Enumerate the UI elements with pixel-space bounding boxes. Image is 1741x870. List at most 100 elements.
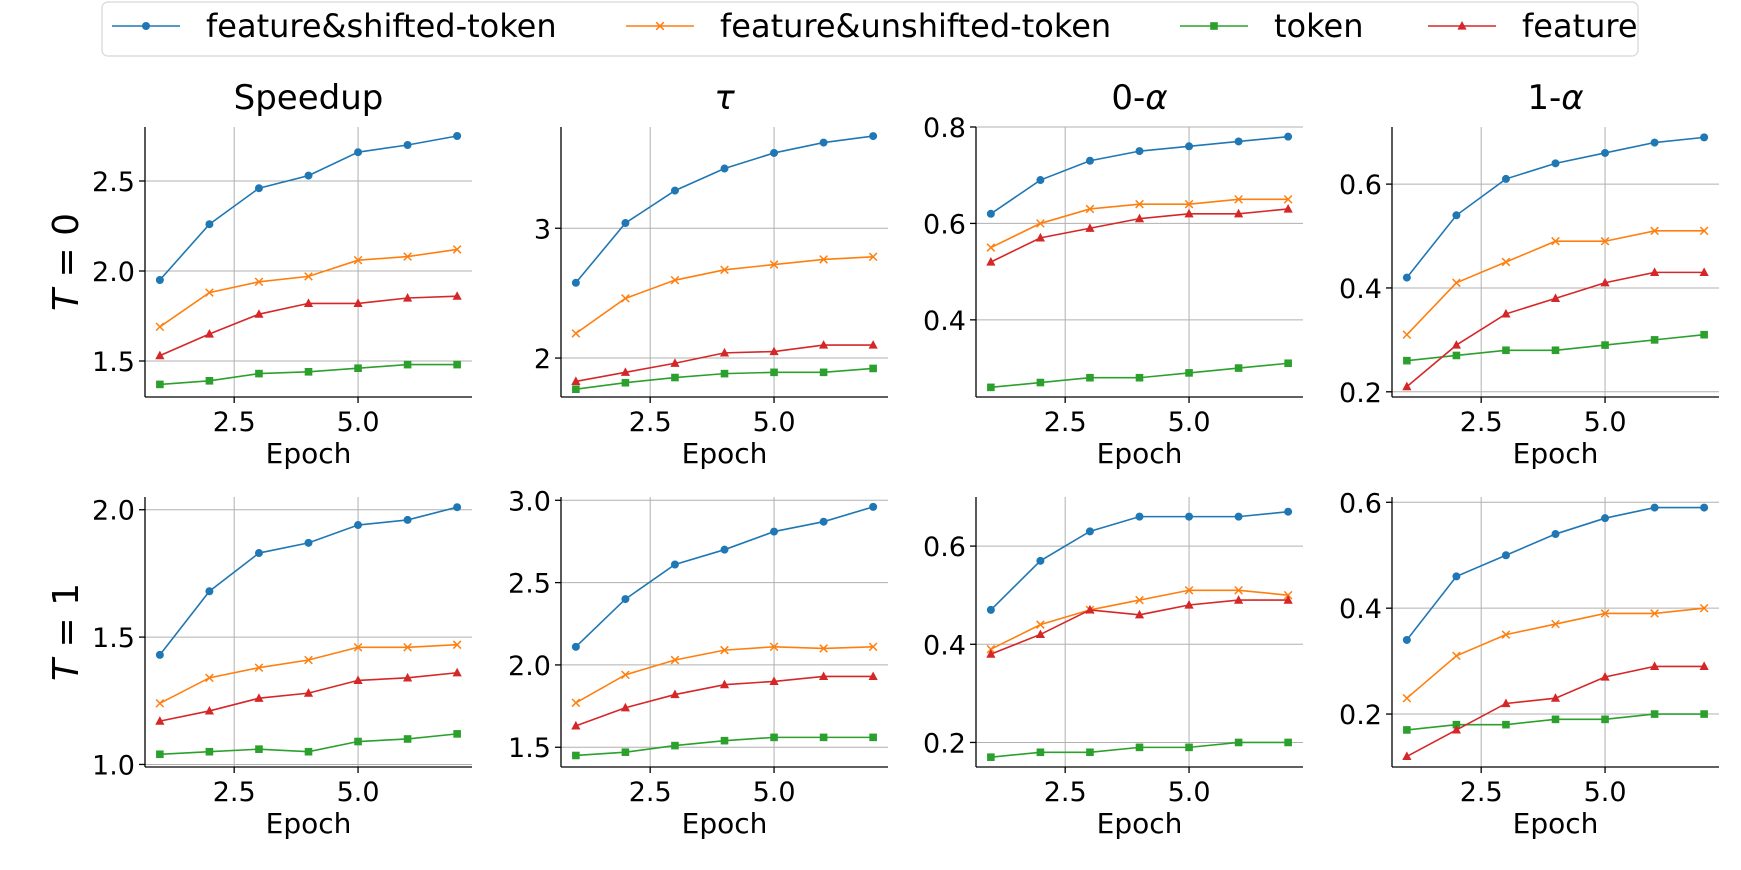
data-point: [1550, 693, 1561, 702]
data-point: [1700, 503, 1709, 512]
data-point: [819, 517, 828, 526]
data-point: [1185, 142, 1194, 151]
data-point: [453, 503, 462, 512]
marker-stroke: [868, 252, 878, 262]
gridlines: [145, 497, 472, 767]
y-tick-label: 0.2: [923, 728, 966, 759]
data-point: [303, 298, 314, 307]
data-point: [1452, 278, 1461, 288]
series-3: [571, 671, 878, 730]
x-axis-title: Epoch: [682, 807, 768, 840]
data-point: [720, 736, 729, 745]
data-point: [1501, 257, 1511, 267]
x-tick-label: 5.0: [337, 777, 380, 808]
data-point: [354, 737, 362, 746]
data-point: [1135, 373, 1144, 382]
series-line: [1406, 665, 1705, 758]
panel-r0-c0: 2.5 5.0 1.5 2.0 2.5 Epoch: [92, 127, 472, 470]
row-label-var: T: [46, 286, 87, 311]
data-point: [1601, 514, 1610, 523]
data-point: [1234, 364, 1243, 372]
y-tick-label: 2: [534, 344, 551, 375]
marker-stroke: [571, 698, 581, 708]
panel-r1-c0: 2.5 5.0 1.0 1.5 2.0 Epoch: [92, 496, 472, 840]
series-line: [159, 506, 458, 656]
data-point: [1601, 148, 1610, 157]
data-point: [1234, 194, 1243, 204]
x-tick-label: 5.0: [753, 777, 796, 808]
data-point: [1036, 748, 1045, 757]
marker-stroke: [1184, 585, 1194, 595]
marker-stroke: [986, 243, 996, 252]
marker-stroke: [670, 275, 680, 285]
row-label-0: T = 0: [46, 213, 87, 311]
data-point: [819, 138, 828, 147]
marker-stroke: [304, 655, 313, 665]
column-title-text: 0-: [1111, 78, 1145, 118]
x-tick-label: 2.5: [629, 407, 672, 438]
x-tick-label: 5.0: [753, 407, 796, 438]
data-point: [1551, 619, 1560, 629]
x-tick-label: 2.5: [213, 777, 256, 808]
marker-stroke: [868, 642, 878, 652]
data-point: [1284, 507, 1293, 516]
data-point: [255, 369, 263, 378]
column-title-text: τ: [714, 78, 735, 118]
data-point: [770, 368, 778, 377]
marker-stroke: [720, 645, 729, 655]
y-tick-label: 2.0: [508, 651, 551, 682]
data-point: [155, 350, 165, 360]
data-point: [1036, 378, 1045, 387]
legend-marker: [142, 22, 150, 30]
x-axis-title: Epoch: [1513, 437, 1599, 470]
legend-marker: [655, 21, 665, 31]
marker-stroke: [670, 655, 680, 665]
data-point: [869, 132, 878, 141]
y-tick-label: 0.4: [923, 630, 966, 661]
data-point: [671, 373, 679, 382]
data-point: [572, 385, 580, 394]
data-point: [205, 377, 214, 385]
data-point: [1135, 743, 1144, 752]
data-point: [1501, 698, 1511, 708]
data-point: [353, 298, 363, 307]
x-tick-label: 5.0: [1168, 407, 1211, 438]
series-1: [571, 642, 878, 708]
data-point: [1600, 277, 1610, 287]
data-point: [1134, 609, 1145, 619]
data-point: [986, 649, 996, 658]
row-label-var: T: [46, 656, 87, 681]
marker-stroke: [1283, 194, 1293, 204]
x-tick-label: 5.0: [1584, 407, 1627, 438]
data-point: [1085, 204, 1095, 214]
data-point: [1135, 147, 1144, 156]
y-tick-label: 3.0: [508, 486, 551, 517]
marker-stroke: [254, 277, 264, 287]
series-1: [155, 245, 462, 332]
data-point: [205, 747, 214, 756]
legend-marker: [1210, 22, 1218, 30]
x-axis-title: Epoch: [266, 437, 352, 470]
data-point: [1184, 585, 1194, 595]
series-line: [1406, 271, 1705, 388]
data-point: [354, 521, 363, 530]
data-point: [720, 369, 729, 378]
data-point: [770, 733, 778, 742]
y-tick-label: 0.6: [923, 532, 966, 563]
data-point: [403, 642, 412, 652]
data-point: [620, 702, 631, 712]
data-point: [1036, 556, 1045, 565]
marker-stroke: [452, 245, 462, 254]
data-point: [1036, 176, 1045, 185]
data-point: [403, 252, 412, 261]
marker-stroke: [1402, 330, 1412, 340]
y-tick-label: 1.5: [92, 623, 135, 654]
series-0: [155, 132, 462, 284]
data-point: [1601, 341, 1609, 349]
legend-label: feature&shifted-token: [206, 7, 557, 45]
series-2: [572, 733, 877, 760]
data-point: [670, 689, 680, 699]
data-point: [1650, 710, 1659, 718]
legend: feature&shifted-token feature&unshifted-t…: [101, 1, 1639, 57]
